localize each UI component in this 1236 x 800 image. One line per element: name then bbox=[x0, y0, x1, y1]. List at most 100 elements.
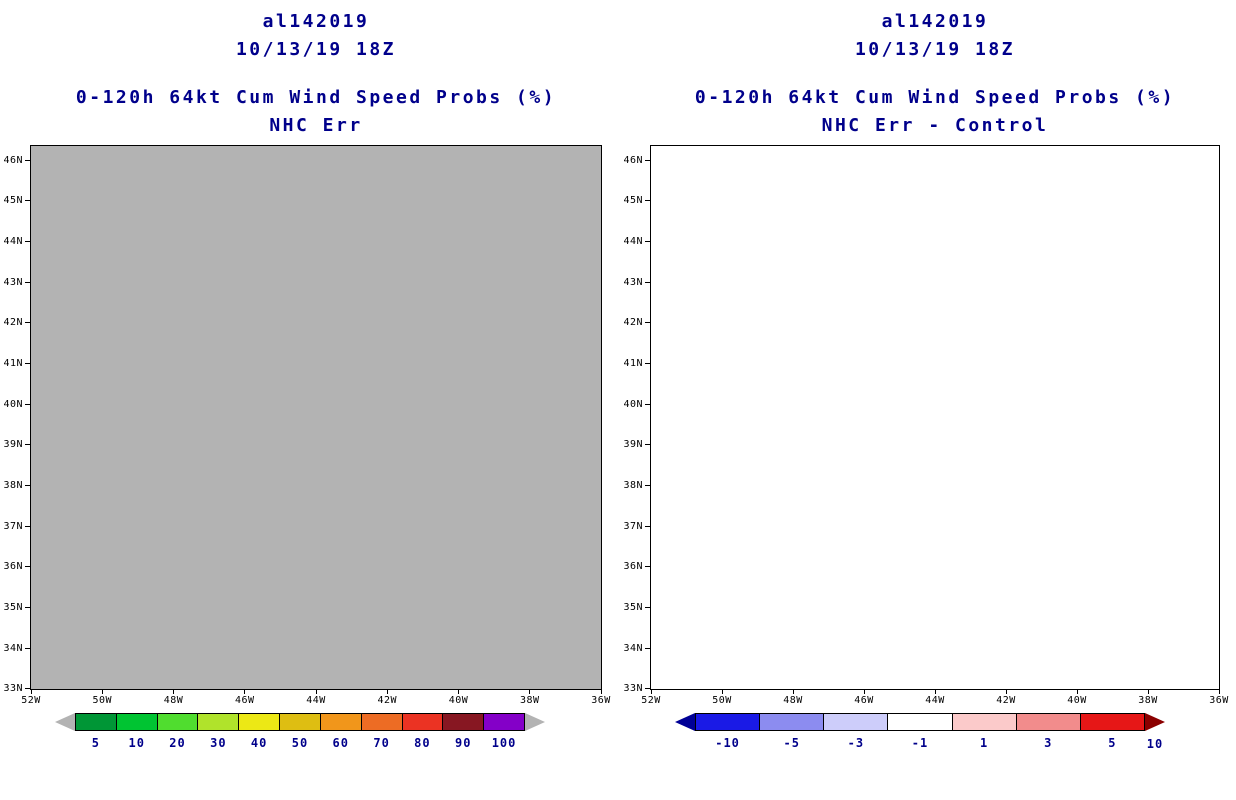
lat-label: 36N bbox=[3, 561, 23, 573]
tick-mark bbox=[721, 689, 723, 694]
tick-mark bbox=[25, 566, 31, 568]
lat-label: 37N bbox=[3, 520, 23, 532]
init-time: 10/13/19 18Z bbox=[235, 39, 397, 60]
lon-label: 50W bbox=[712, 695, 732, 706]
lat-label: 36N bbox=[623, 561, 643, 573]
colorbar-value: 5 bbox=[1108, 736, 1117, 750]
colorbar-value: 3 bbox=[1044, 736, 1053, 750]
lat-label: 42N bbox=[3, 317, 23, 329]
lat-label: 39N bbox=[623, 439, 643, 451]
tick-mark bbox=[650, 689, 652, 694]
colorbar-segment: -5 bbox=[759, 713, 825, 750]
colorbar-value: 90 bbox=[454, 736, 472, 750]
init-time: 10/13/19 18Z bbox=[854, 39, 1016, 60]
tick-mark bbox=[645, 159, 651, 161]
colorbar-segment: 40 bbox=[238, 713, 281, 750]
colorbar-value: 50 bbox=[291, 736, 309, 750]
lon-label: 44W bbox=[925, 695, 945, 706]
colorbar-over-arrow: 10 bbox=[1145, 713, 1165, 751]
lon-label: 42W bbox=[377, 695, 398, 706]
lon-label: 48W bbox=[163, 695, 184, 706]
colorbar-value: -5 bbox=[783, 736, 800, 750]
colorbar-segment: 3 bbox=[1015, 713, 1081, 750]
tick-mark bbox=[25, 444, 31, 446]
colorbar-segment: 100 bbox=[483, 713, 525, 750]
lon-label: 52W bbox=[21, 695, 41, 706]
tick-mark bbox=[25, 281, 31, 283]
colorbar-value: 80 bbox=[414, 736, 431, 750]
subtitle-main: 0-120h 64kt Cum Wind Speed Probs (%) bbox=[75, 87, 557, 108]
tick-mark bbox=[25, 159, 31, 161]
colorbar-segment: 1 bbox=[951, 713, 1017, 750]
panel-nhc-err: al142019 10/13/19 18Z 0-120h 64kt Cum Wi… bbox=[3, 0, 610, 800]
colorbar-value: 10 bbox=[1146, 737, 1164, 751]
lat-label: 43N bbox=[623, 276, 643, 288]
subtitle-main: 0-120h 64kt Cum Wind Speed Probs (%) bbox=[694, 87, 1176, 108]
lon-label: 40W bbox=[1067, 695, 1087, 706]
lat-label: 45N bbox=[623, 195, 643, 207]
tick-mark bbox=[25, 525, 31, 527]
lon-label: 44W bbox=[306, 695, 326, 706]
lat-label: 35N bbox=[623, 602, 643, 614]
lon-label: 40W bbox=[448, 695, 469, 706]
colorbar-value: -1 bbox=[911, 736, 929, 750]
tick-mark bbox=[25, 322, 31, 324]
lon-axis: 52W 50W 48W 46W 44W 42W bbox=[641, 689, 1228, 713]
lon-label: 46W bbox=[234, 695, 255, 706]
tick-mark bbox=[645, 403, 651, 405]
lat-label: 35N bbox=[3, 602, 23, 614]
lon-label: 48W bbox=[783, 695, 803, 706]
lon-label: 36W bbox=[591, 695, 611, 706]
tick-mark bbox=[25, 688, 31, 690]
lat-label: 34N bbox=[3, 642, 23, 654]
colorbar-segment: 5 bbox=[75, 713, 117, 750]
panel-subtitle-block: 0-120h 64kt Cum Wind Speed Probs (%) NHC… bbox=[650, 84, 1220, 140]
tick-mark bbox=[529, 689, 531, 694]
colorbar-value: -3 bbox=[847, 736, 865, 750]
lat-axis: 46N 45N 44N 43N 42N 41N bbox=[613, 155, 651, 694]
colorbar-value: 70 bbox=[373, 736, 390, 750]
lon-label: 52W bbox=[641, 695, 661, 706]
panel-subtitle-block: 0-120h 64kt Cum Wind Speed Probs (%) NHC… bbox=[30, 84, 602, 140]
lon-label: 46W bbox=[854, 695, 874, 706]
lat-label: 41N bbox=[3, 357, 23, 369]
tick-mark bbox=[645, 240, 651, 242]
tick-mark bbox=[1076, 689, 1078, 694]
colorbar-value: 60 bbox=[332, 736, 350, 750]
tick-mark bbox=[25, 200, 31, 202]
tick-mark bbox=[458, 689, 459, 694]
tick-mark bbox=[645, 281, 651, 283]
lat-label: 40N bbox=[3, 398, 23, 410]
colorbar-over-arrow bbox=[525, 713, 545, 731]
tick-mark bbox=[25, 240, 31, 242]
tick-mark bbox=[30, 689, 32, 694]
lat-label: 40N bbox=[623, 398, 643, 410]
colorbar-value: 10 bbox=[128, 736, 145, 750]
tick-mark bbox=[645, 485, 651, 486]
panel-title-block: al142019 10/13/19 18Z bbox=[30, 8, 602, 64]
tick-mark bbox=[244, 689, 246, 694]
colorbar-segment: 50 bbox=[279, 713, 321, 750]
colorbar-under-arrow bbox=[55, 713, 75, 731]
lat-axis: 46N 45N 44N 43N 42N 41N bbox=[0, 155, 31, 694]
colorbar-segments: -10 -5 -3 -1 1 3 5 bbox=[695, 713, 1145, 750]
colorbar-difference: -10 -5 -3 -1 1 3 5 10 bbox=[675, 713, 1165, 751]
colorbar-segment: 20 bbox=[156, 713, 199, 750]
panel-title-block: al142019 10/13/19 18Z bbox=[650, 8, 1220, 64]
colorbar-value: 20 bbox=[169, 736, 186, 750]
lat-label: 42N bbox=[623, 317, 643, 329]
lon-label: 38W bbox=[519, 695, 540, 706]
colorbar-segment: 5 bbox=[1079, 713, 1145, 750]
colorbar-segment: 70 bbox=[360, 713, 403, 750]
colorbar-segment: 80 bbox=[401, 713, 444, 750]
tick-mark bbox=[25, 607, 31, 609]
tick-mark bbox=[25, 403, 31, 405]
colorbar-segment: 90 bbox=[442, 713, 485, 750]
subtitle-model: NHC Err - Control bbox=[821, 115, 1049, 136]
colorbar-segment: -1 bbox=[887, 713, 953, 750]
colorbar-segment: 30 bbox=[197, 713, 240, 750]
lat-label: 38N bbox=[623, 480, 643, 491]
tick-mark bbox=[315, 689, 317, 694]
tick-mark bbox=[386, 689, 388, 694]
lat-label: 39N bbox=[3, 439, 23, 451]
